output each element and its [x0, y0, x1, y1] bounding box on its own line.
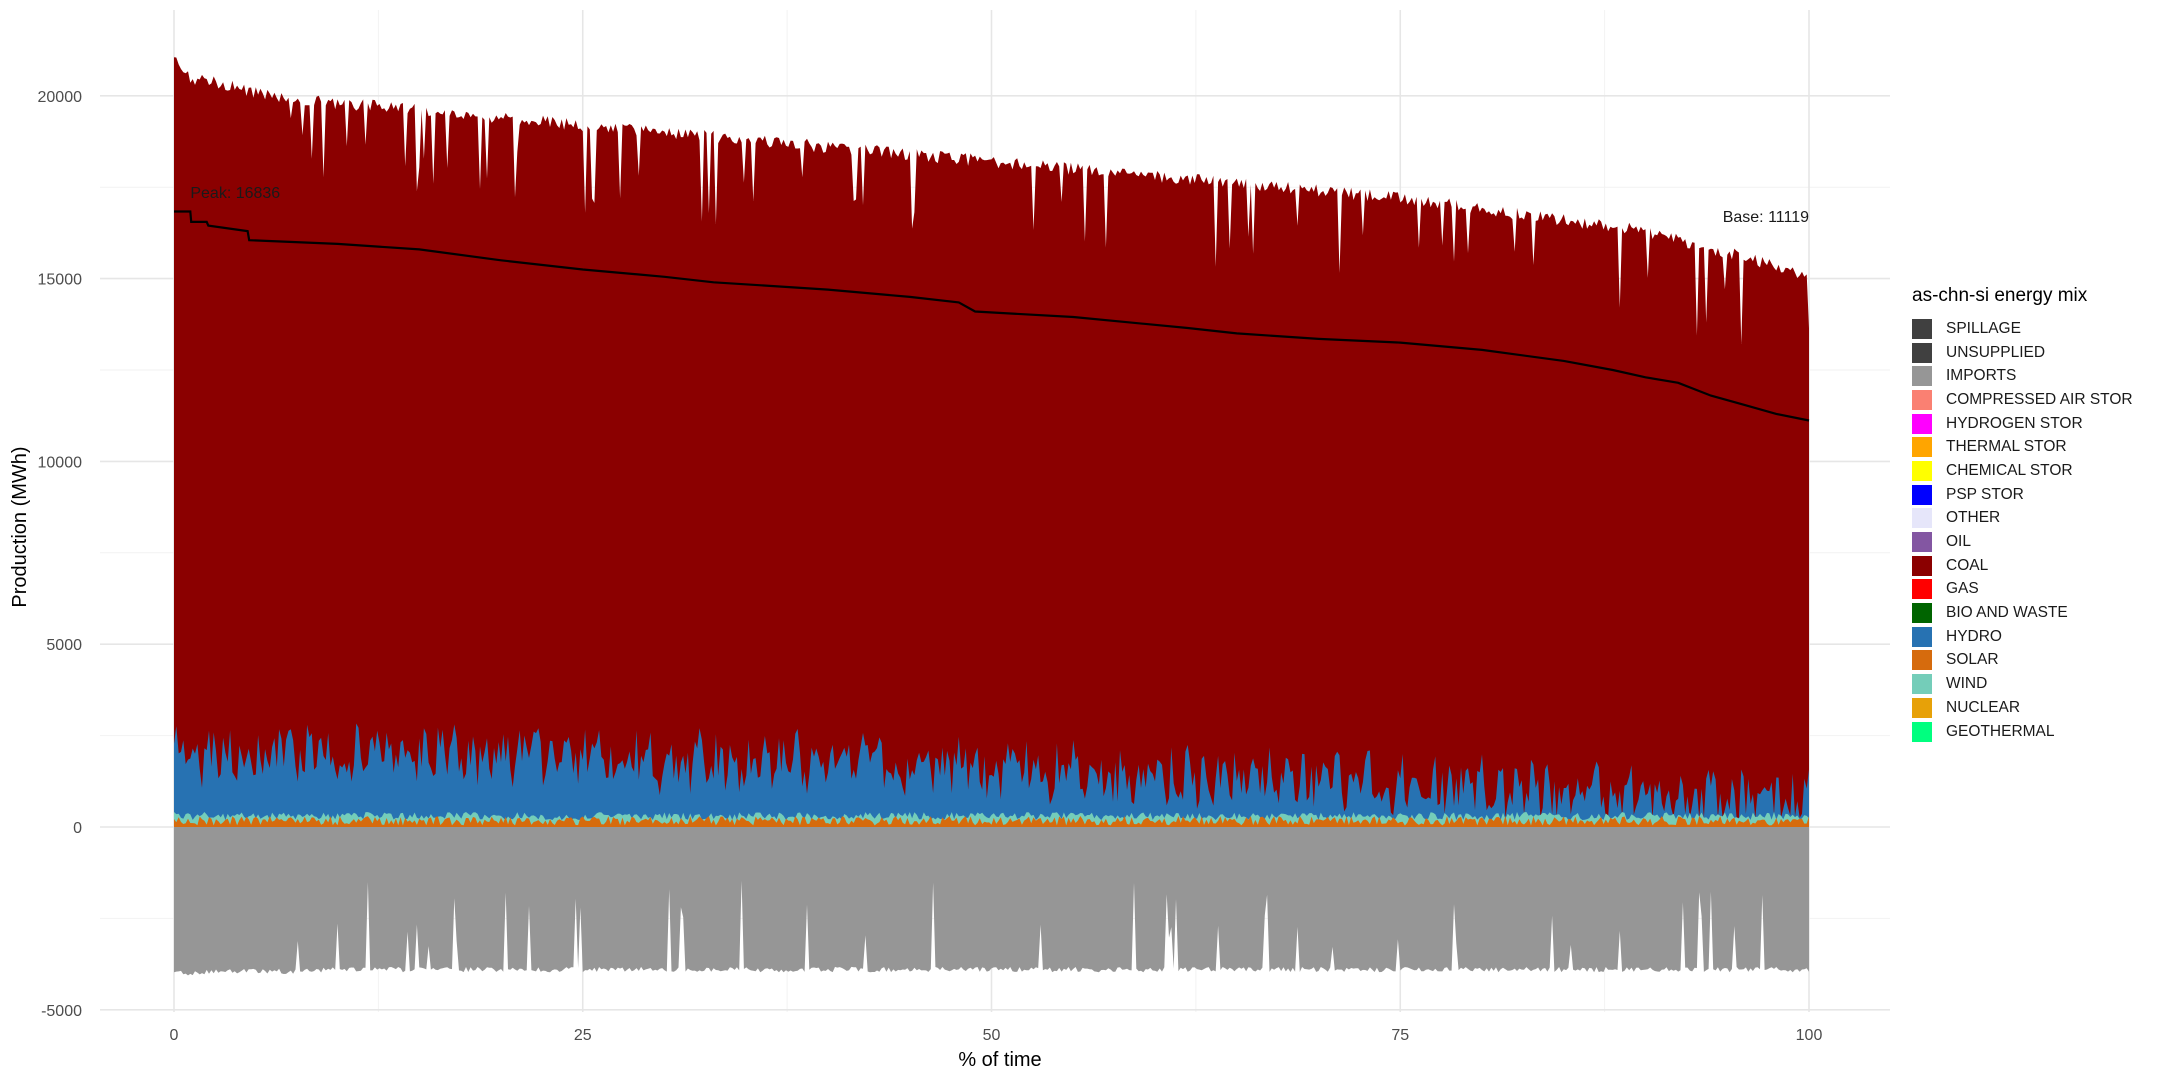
legend-swatch: [1912, 697, 1932, 718]
legend-item: HYDROGEN STOR: [1912, 412, 2152, 436]
legend-label: HYDRO: [1946, 627, 2002, 645]
y-tick-label: -5000: [41, 1003, 82, 1020]
legend-item: GEOTHERMAL: [1912, 720, 2152, 744]
legend-label: UNSUPPLIED: [1946, 343, 2046, 361]
legend-item: OIL: [1912, 530, 2152, 554]
legend-label: HYDROGEN STOR: [1946, 414, 2083, 432]
legend-label: IMPORTS: [1946, 367, 2017, 385]
legend-items: SPILLAGE UNSUPPLIED IMPORTS COMPRESSED AIR …: [1912, 317, 2152, 743]
legend-swatch: [1912, 508, 1932, 529]
series-coal: [174, 57, 1809, 828]
legend-item: SOLAR: [1912, 649, 2152, 673]
legend-swatch: [1912, 532, 1932, 553]
legend-label: COMPRESSED AIR STOR: [1946, 390, 2133, 408]
x-axis-title: % of time: [958, 1049, 1041, 1071]
y-tick-label: 0: [73, 820, 82, 837]
legend-swatch: [1912, 460, 1932, 481]
base-annotation: Base: 11119: [1723, 209, 1809, 226]
legend-label: BIO AND WASTE: [1946, 604, 2068, 622]
legend-item: SPILLAGE: [1912, 317, 2152, 341]
legend-item: WIND: [1912, 672, 2152, 696]
x-tick-label: 25: [574, 1027, 592, 1044]
legend-label: GAS: [1946, 580, 1979, 598]
y-tick-label: 5000: [46, 637, 82, 654]
legend-item: OTHER: [1912, 507, 2152, 531]
legend-item: HYDRO: [1912, 625, 2152, 649]
legend: as-chn-si energy mix SPILLAGE UNSUPPLIED I…: [1912, 285, 2152, 743]
series-hydro: [174, 723, 1809, 827]
legend-label: OIL: [1946, 533, 1971, 551]
legend-label: SOLAR: [1946, 651, 1999, 669]
legend-item: NUCLEAR: [1912, 696, 2152, 720]
peak-annotation: Peak: 16836: [190, 185, 280, 202]
legend-item: GAS: [1912, 578, 2152, 602]
legend-label: PSP STOR: [1946, 485, 2024, 503]
legend-label: NUCLEAR: [1946, 698, 2021, 716]
series-layer: [174, 57, 1809, 976]
legend-item: IMPORTS: [1912, 364, 2152, 388]
legend-swatch: [1912, 555, 1932, 576]
legend-swatch: [1912, 389, 1932, 410]
legend-swatch: [1912, 650, 1932, 671]
legend-swatch: [1912, 437, 1932, 458]
legend-item: THERMAL STOR: [1912, 435, 2152, 459]
legend-swatch: [1912, 626, 1932, 647]
legend-swatch: [1912, 579, 1932, 600]
legend-swatch: [1912, 413, 1932, 434]
legend-item: PSP STOR: [1912, 483, 2152, 507]
x-axis-ticks: 0 25 50 75 100: [170, 1027, 1823, 1044]
legend-label: COAL: [1946, 556, 1989, 574]
legend-item: COMPRESSED AIR STOR: [1912, 388, 2152, 412]
series-solar: [174, 816, 1809, 827]
legend-label: SPILLAGE: [1946, 319, 2021, 337]
load-curve-layer: [174, 210, 1810, 422]
legend-swatch: [1912, 603, 1932, 624]
legend-item: COAL: [1912, 554, 2152, 578]
x-tick-label: 50: [983, 1027, 1001, 1044]
x-tick-label: 100: [1796, 1027, 1823, 1044]
legend-label: CHEMICAL STOR: [1946, 461, 2073, 479]
legend-label: THERMAL STOR: [1946, 438, 2067, 456]
y-tick-label: 20000: [38, 89, 83, 106]
series-imports: [174, 827, 1809, 976]
y-tick-label: 15000: [38, 272, 83, 289]
legend-title: as-chn-si energy mix: [1912, 285, 2088, 306]
x-tick-label: 75: [1391, 1027, 1409, 1044]
legend-swatch: [1912, 366, 1932, 387]
legend-swatch: [1912, 674, 1932, 695]
y-tick-label: 10000: [38, 454, 83, 471]
load-curve: [174, 210, 1810, 422]
legend-label: WIND: [1946, 675, 1988, 693]
legend-item: UNSUPPLIED: [1912, 341, 2152, 365]
legend-item: BIO AND WASTE: [1912, 601, 2152, 625]
x-tick-label: 0: [170, 1027, 179, 1044]
legend-swatch: [1912, 484, 1932, 505]
legend-item: CHEMICAL STOR: [1912, 459, 2152, 483]
legend-swatch: [1912, 721, 1932, 742]
y-axis-ticks: -5000 0 5000 10000 15000 20000: [38, 89, 83, 1020]
legend-swatch: [1912, 342, 1932, 363]
legend-label: OTHER: [1946, 509, 2001, 527]
legend-label: GEOTHERMAL: [1946, 722, 2055, 740]
y-axis-title: Production (MWh): [9, 446, 31, 607]
legend-swatch: [1912, 318, 1932, 339]
